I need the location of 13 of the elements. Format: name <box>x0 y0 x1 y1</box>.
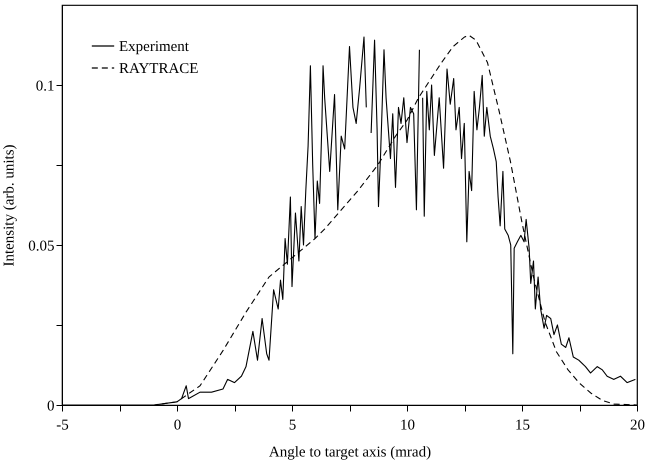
y-tick-label: 0 <box>47 398 54 414</box>
x-tick-label: -5 <box>56 418 69 434</box>
legend-label: Experiment <box>119 39 190 55</box>
y-axis-title: Intensity (arb. units) <box>1 144 18 267</box>
y-tick-label: 0.1 <box>36 78 54 94</box>
x-tick-label: 15 <box>515 418 530 434</box>
y-tick-label: 0.05 <box>28 238 54 254</box>
x-tick-label: 5 <box>288 418 296 434</box>
x-axis-title: Angle to target axis (mrad) <box>268 444 432 460</box>
x-tick-label: 10 <box>400 418 415 434</box>
x-tick-label: 0 <box>174 418 182 434</box>
legend-label: RAYTRACE <box>119 61 198 77</box>
x-tick-label: 20 <box>630 418 645 434</box>
